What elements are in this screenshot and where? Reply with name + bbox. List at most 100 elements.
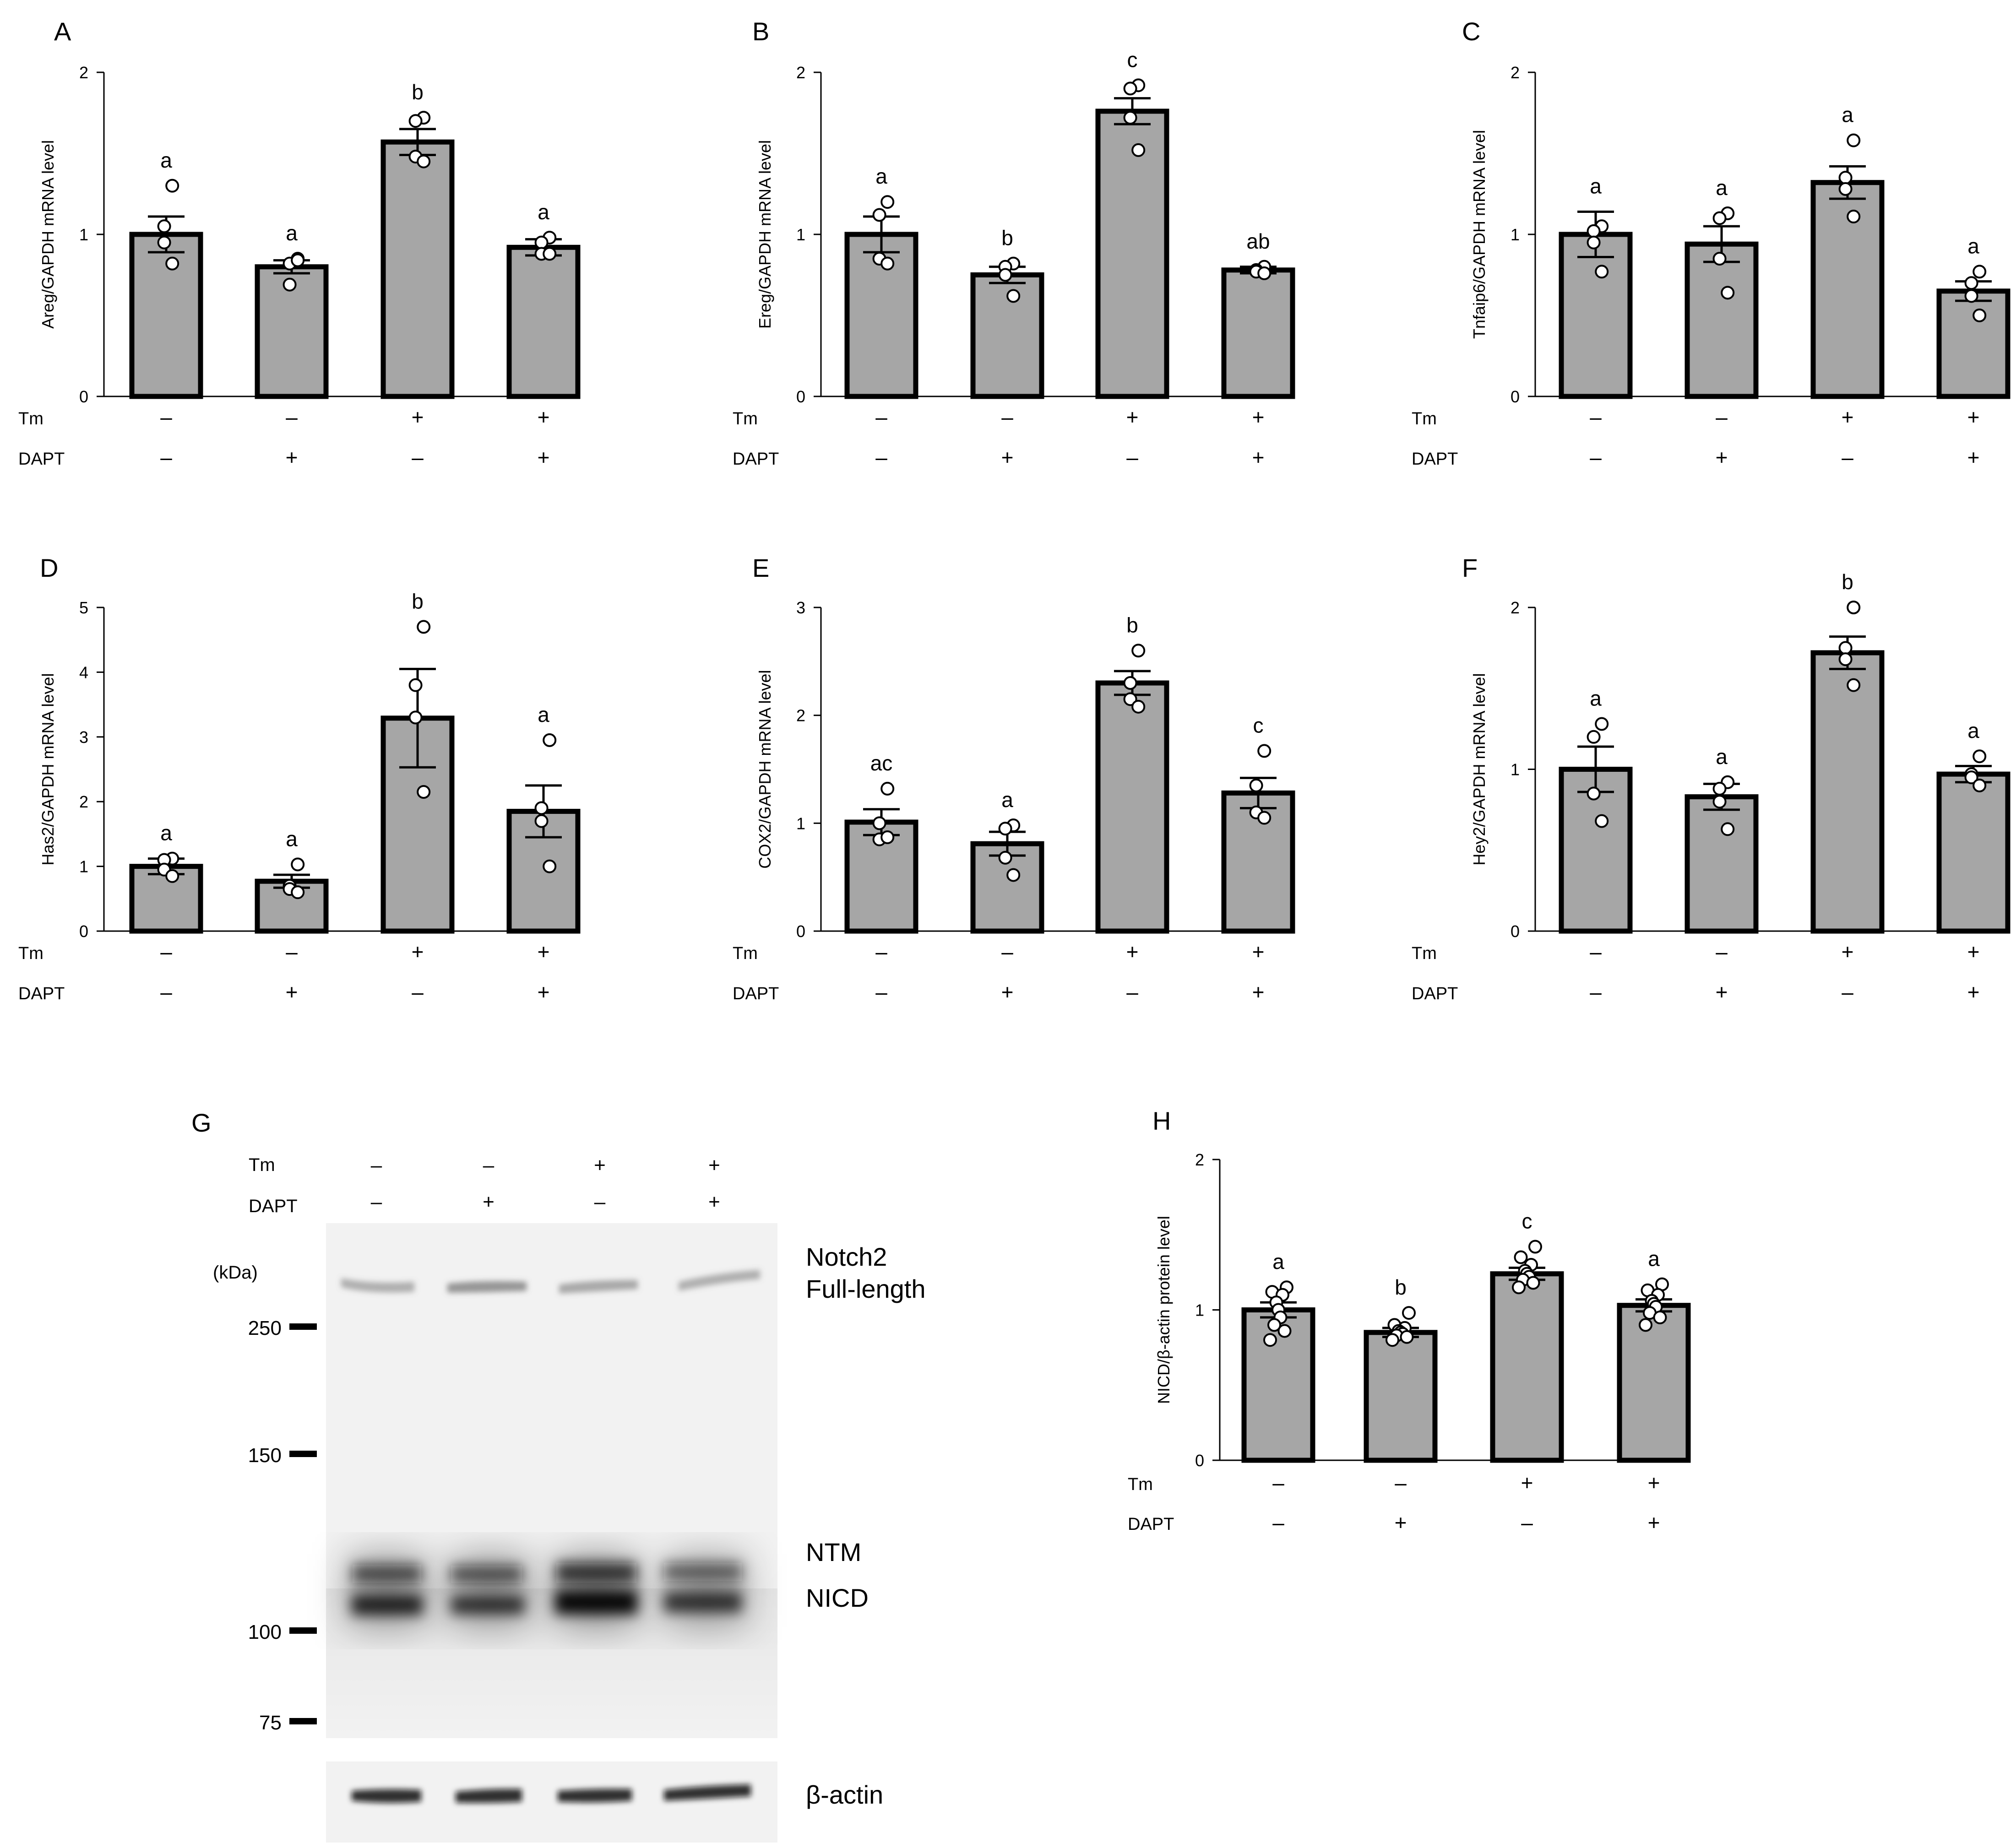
- data-point: [1721, 286, 1735, 300]
- tm-sign: –: [1001, 940, 1013, 964]
- significance-letter: b: [412, 589, 424, 613]
- data-point: [408, 678, 423, 692]
- bar: [1685, 241, 1759, 399]
- panel-label: F: [1462, 553, 1478, 582]
- data-point: [534, 235, 549, 249]
- nicd-bands: [352, 1590, 742, 1615]
- marker-label-250: 250: [248, 1317, 282, 1339]
- blot-tm-label: Tm: [249, 1155, 275, 1175]
- data-point: [1712, 211, 1727, 225]
- blot-tm-sign: +: [594, 1154, 606, 1176]
- notch2-label: Notch2: [806, 1242, 887, 1271]
- data-point: [1123, 111, 1137, 125]
- tm-sign: +: [1252, 405, 1265, 429]
- bar: [1936, 771, 2011, 934]
- data-point: [1257, 744, 1272, 758]
- data-point: [417, 620, 431, 634]
- dapt-sign: +: [1001, 445, 1014, 469]
- tm-sign: +: [1842, 405, 1854, 429]
- y-tick-label: 0: [1511, 922, 1520, 941]
- data-point: [165, 869, 179, 883]
- y-tick-label: 2: [796, 63, 805, 82]
- dapt-sign: +: [538, 980, 550, 1004]
- significance-letter: a: [875, 164, 887, 188]
- data-point: [1838, 182, 1853, 196]
- panel-label: E: [752, 553, 769, 582]
- blot-tm-sign: –: [483, 1154, 494, 1176]
- data-point: [1386, 1333, 1399, 1347]
- significance-letter: b: [1001, 226, 1013, 250]
- dapt-sign: +: [1252, 445, 1265, 469]
- blot-dapt-sign: –: [371, 1191, 382, 1213]
- tm-label: Tm: [18, 944, 43, 963]
- data-point: [1847, 133, 1861, 147]
- y-axis-label: Areg/GAPDH mRNA level: [38, 140, 57, 329]
- y-tick-label: 0: [796, 922, 805, 941]
- dapt-sign: –: [1521, 1511, 1533, 1534]
- y-axis-label: Tnfaip6/GAPDH mRNA level: [1470, 130, 1489, 339]
- dapt-sign: +: [538, 445, 550, 469]
- tm-sign: –: [1001, 405, 1013, 429]
- data-point: [1528, 1240, 1542, 1254]
- data-point: [1973, 749, 1987, 764]
- bar: [1559, 232, 1633, 399]
- data-point: [165, 179, 179, 193]
- significance-letter: c: [1253, 713, 1264, 737]
- dapt-sign: +: [286, 445, 298, 469]
- data-point: [1595, 814, 1609, 828]
- y-axis-label: Ereg/GAPDH mRNA level: [755, 140, 774, 329]
- tm-sign: –: [286, 940, 298, 964]
- data-point: [1639, 1318, 1652, 1332]
- tm-sign: +: [1126, 940, 1139, 964]
- panel-label: B: [752, 17, 769, 46]
- bar: [1617, 1303, 1691, 1463]
- data-point: [157, 235, 171, 249]
- y-tick-label: 0: [79, 922, 88, 941]
- significance-letter: c: [1127, 48, 1138, 71]
- tm-sign: –: [1590, 940, 1602, 964]
- y-axis-label: NICD/β-actin protein level: [1154, 1216, 1173, 1404]
- data-point: [417, 785, 431, 799]
- data-point: [1587, 786, 1601, 801]
- data-point: [1712, 781, 1727, 796]
- data-point: [417, 154, 431, 168]
- y-tick-label: 0: [1195, 1451, 1204, 1470]
- significance-letter: a: [1967, 719, 1979, 742]
- marker-label-75: 75: [259, 1712, 282, 1734]
- dapt-sign: –: [1126, 980, 1138, 1004]
- y-tick-label: 2: [1195, 1150, 1204, 1169]
- tm-sign: +: [1967, 940, 1980, 964]
- dapt-sign: +: [1967, 445, 1980, 469]
- data-point: [1847, 678, 1861, 692]
- data-point: [880, 781, 895, 796]
- data-point: [880, 256, 895, 271]
- tm-sign: +: [538, 405, 550, 429]
- significance-letter: b: [1126, 613, 1138, 637]
- data-point: [1595, 717, 1609, 731]
- dapt-sign: –: [875, 445, 887, 469]
- y-tick-label: 1: [796, 225, 805, 244]
- y-tick-label: 2: [79, 63, 88, 82]
- tm-sign: –: [160, 405, 172, 429]
- data-point: [1595, 265, 1609, 279]
- data-point: [1131, 644, 1146, 658]
- y-axis-label: Hey2/GAPDH mRNA level: [1470, 673, 1489, 865]
- data-point: [1847, 210, 1861, 224]
- y-tick-label: 2: [1511, 598, 1520, 617]
- bar: [1241, 1307, 1315, 1463]
- data-point: [1587, 235, 1601, 249]
- actin-bands: [352, 1784, 751, 1803]
- tm-sign: –: [1716, 940, 1728, 964]
- y-tick-label: 2: [796, 706, 805, 725]
- chart-panel-h: H NICD/β-actin protein level 0 1 2 a – – b – + c + – a…: [1128, 1106, 1691, 1534]
- tm-sign: –: [1272, 1471, 1284, 1495]
- data-point: [1526, 1276, 1540, 1290]
- bar: [1685, 794, 1759, 934]
- tm-sign: +: [1842, 940, 1854, 964]
- data-point: [1006, 289, 1021, 303]
- blot-tm-sign: –: [371, 1154, 382, 1176]
- dapt-label: DAPT: [733, 450, 779, 469]
- notch2-full-length-bands: [341, 1270, 760, 1294]
- significance-letter: a: [1648, 1247, 1660, 1271]
- data-point: [1257, 266, 1272, 280]
